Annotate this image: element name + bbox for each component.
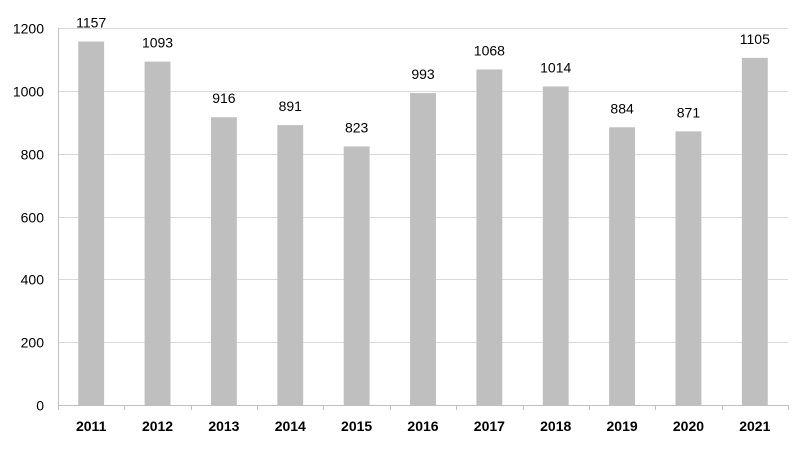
x-tick-label-2021: 2021	[739, 418, 770, 434]
data-label-2017: 1068	[474, 42, 505, 58]
data-label-2018: 1014	[540, 59, 571, 75]
x-tick-label-2019: 2019	[607, 418, 638, 434]
y-tick-label: 800	[21, 147, 45, 163]
data-label-2020: 871	[677, 104, 701, 120]
x-tick-label-2017: 2017	[474, 418, 505, 434]
bar-2020	[675, 131, 702, 405]
x-tick-label-2011: 2011	[76, 418, 107, 434]
x-tick-label-2012: 2012	[142, 418, 173, 434]
data-label-2021: 1105	[740, 31, 770, 47]
bar-2021	[741, 57, 768, 406]
bar-2014	[277, 125, 304, 405]
data-label-2014: 891	[279, 98, 303, 114]
labels: 0 200 400 600 800 1000 1200 1157 2011 1093 2012 916…	[13, 15, 771, 434]
bar-2012	[144, 61, 171, 405]
bars	[78, 41, 768, 406]
y-tick-label: 1000	[13, 84, 44, 100]
axes	[58, 28, 789, 410]
x-tick-label-2018: 2018	[540, 418, 571, 434]
x-tick-label-2013: 2013	[208, 418, 239, 434]
y-tick-label: 400	[21, 272, 45, 288]
data-label-2019: 884	[610, 100, 634, 116]
bar-2016	[410, 93, 436, 405]
bar-2017	[476, 69, 503, 405]
x-tick-label-2020: 2020	[673, 418, 704, 434]
data-label-2012: 1093	[142, 35, 173, 51]
bar-2015	[343, 146, 370, 405]
data-label-2015: 823	[345, 119, 369, 135]
x-tick-label-2014: 2014	[275, 418, 306, 434]
data-label-2016: 993	[411, 66, 435, 82]
y-tick-label: 0	[36, 398, 44, 414]
data-label-2013: 916	[212, 90, 236, 106]
data-label-2011: 1157	[76, 15, 106, 31]
y-tick-label: 1200	[13, 21, 44, 37]
bar-2019	[609, 127, 636, 405]
bar-2018	[542, 86, 569, 405]
y-tick-label: 600	[21, 210, 45, 226]
bar-2013	[210, 117, 237, 406]
x-tick-label-2016: 2016	[407, 418, 438, 434]
x-tick-label-2015: 2015	[341, 418, 372, 434]
y-tick-label: 200	[21, 335, 45, 351]
bar-2011	[78, 41, 105, 406]
